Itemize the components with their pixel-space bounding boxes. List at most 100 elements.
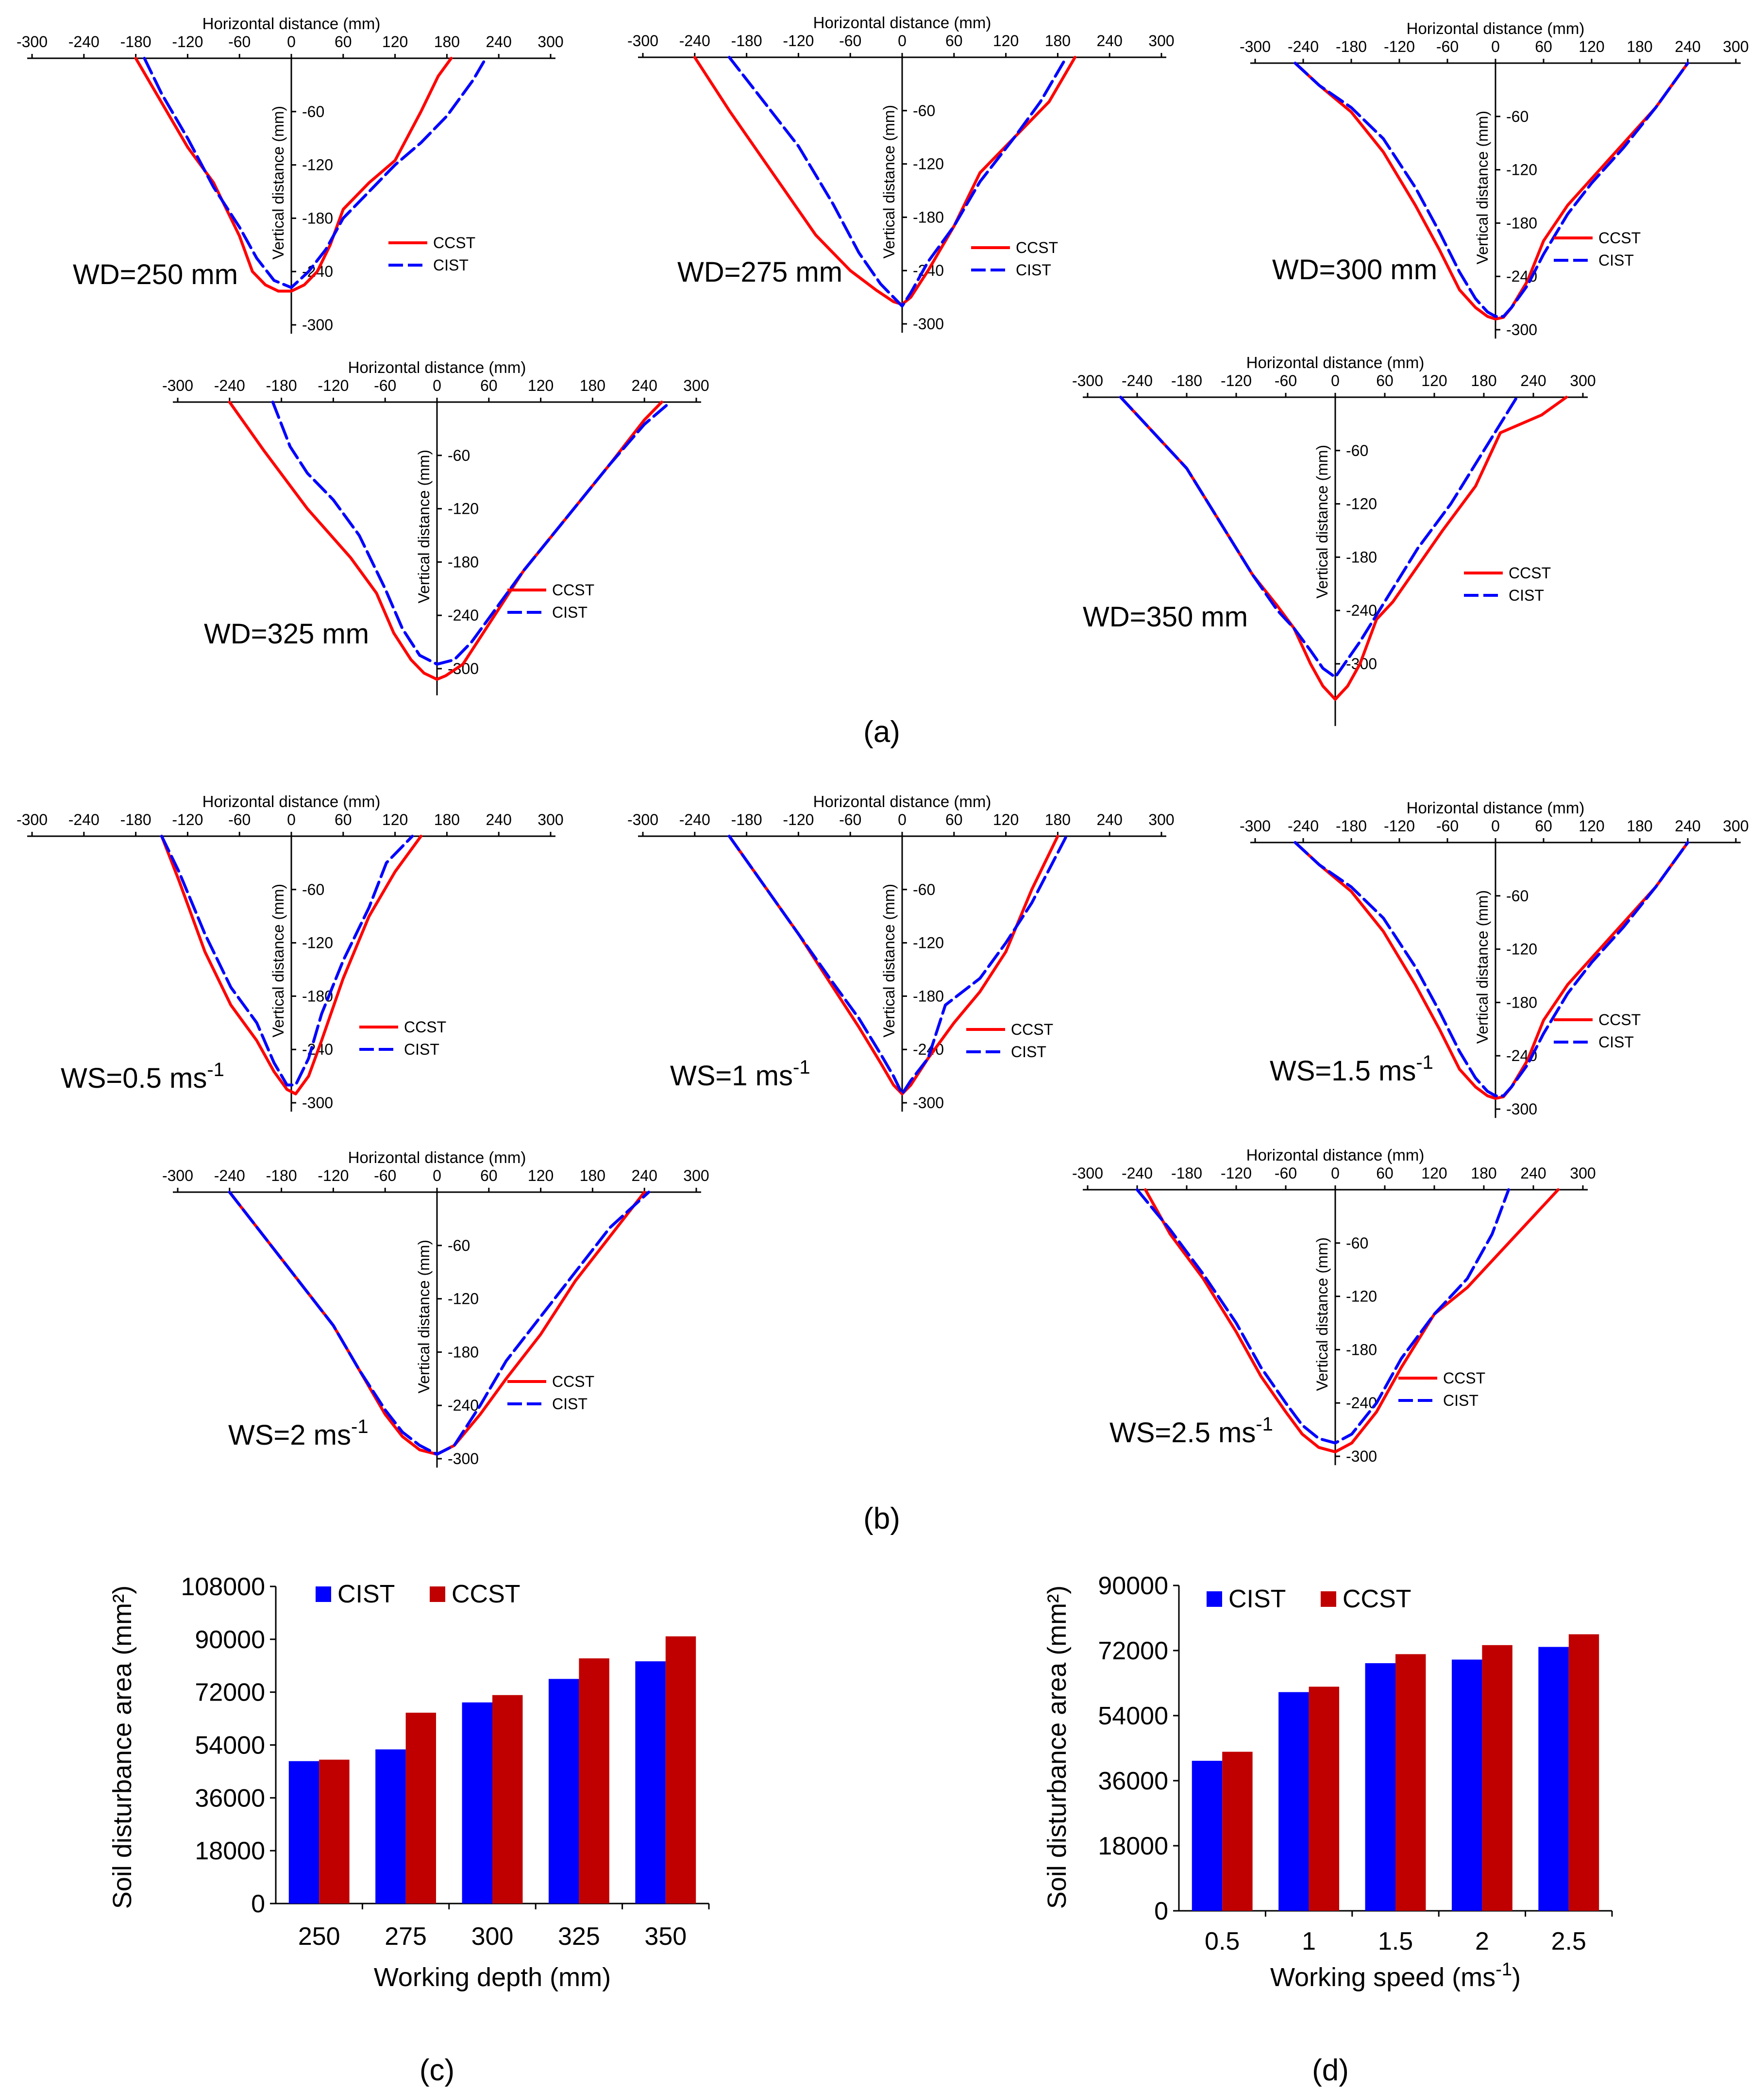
legend-cist-label: CIST <box>433 256 469 274</box>
x-tick-label: 180 <box>1045 811 1071 828</box>
x-tick-label: -120 <box>318 1167 349 1184</box>
legend-ccst-label: CCST <box>1343 1585 1411 1613</box>
x-tick-label: -300 <box>627 811 658 828</box>
x-tick-label: -60 <box>1275 372 1297 389</box>
y-tick-label: -60 <box>302 881 324 898</box>
x-tick-label: 0 <box>898 32 907 50</box>
x-axis-title: Horizontal distance (mm) <box>1246 1146 1425 1164</box>
bar-ccst-2 <box>1482 1645 1512 1911</box>
y-tick-label: -60 <box>302 103 324 120</box>
x-tick-label: -180 <box>1336 38 1367 55</box>
x-tick-label: 180 <box>434 811 460 828</box>
x-tick-label: 300 <box>1570 1164 1596 1182</box>
profile-chart-wd325: -300 -240 -180 -120 -60 0 60 120 180 240 300 Horizo… <box>162 358 709 695</box>
x-tick-label: 180 <box>1471 372 1496 389</box>
x-tick-label: 2 <box>1475 1927 1489 1955</box>
y-tick-label: 90000 <box>1098 1572 1168 1600</box>
profile-chart-ws15: -300 -240 -180 -120 -60 0 60 120 180 240 300 Horizo… <box>1240 799 1749 1118</box>
x-tick-label: 240 <box>632 1167 657 1184</box>
legend-ccst-swatch <box>1321 1591 1336 1607</box>
x-tick-label: 325 <box>558 1922 600 1951</box>
y-tick-label: 90000 <box>195 1626 265 1654</box>
y-tick-label: -180 <box>1506 994 1537 1011</box>
y-axis-title: Vertical distance (mm) <box>269 884 287 1038</box>
x-tick-label: -240 <box>68 811 100 828</box>
x-tick-label: 275 <box>385 1922 427 1951</box>
x-tick-label: -120 <box>783 811 814 828</box>
y-tick-label: -180 <box>913 208 944 226</box>
x-tick-label: 60 <box>1376 372 1394 389</box>
x-tick-label: 300 <box>538 33 563 51</box>
x-tick-label: -120 <box>1384 817 1415 835</box>
panel-label: WS=2 ms-1 <box>228 1416 369 1451</box>
x-tick-label: 240 <box>1675 817 1700 835</box>
bar-ccst-1 <box>1309 1686 1340 1911</box>
panel-label: WS=0.5 ms-1 <box>61 1059 224 1094</box>
x-tick-label: -240 <box>1122 372 1153 389</box>
y-tick-label: -120 <box>448 500 479 518</box>
profile-chart-ws05: -300 -240 -180 -120 -60 0 60 120 180 240 300 Horizo… <box>17 792 564 1112</box>
y-axis-title: Vertical distance (mm) <box>1313 1237 1331 1391</box>
x-tick-label: -240 <box>1122 1164 1153 1182</box>
x-tick-label: -120 <box>172 811 203 828</box>
x-tick-label: 0 <box>1331 1164 1340 1182</box>
series-cist-line <box>160 835 414 1087</box>
profile-chart-wd275: -300 -240 -180 -120 -60 0 60 120 180 240 300 Horizo… <box>627 14 1175 333</box>
y-tick-label: -180 <box>448 553 479 571</box>
profile-chart-ws2: -300 -240 -180 -120 -60 0 60 120 180 240 300 Horizo… <box>162 1148 709 1468</box>
x-tick-label: 0 <box>1491 38 1500 55</box>
x-tick-label: 0 <box>898 811 907 828</box>
x-tick-label: 120 <box>993 811 1019 828</box>
y-axis-title: Vertical distance (mm) <box>1474 111 1491 265</box>
x-tick-label: 180 <box>434 33 460 51</box>
legend-cist-label: CIST <box>1443 1392 1478 1409</box>
x-tick-label: -60 <box>228 811 251 828</box>
x-tick-label: -120 <box>172 33 203 51</box>
x-tick-label: -300 <box>1240 38 1271 55</box>
x-tick-label: -180 <box>731 811 762 828</box>
series-cist-line <box>143 57 487 289</box>
series-cist-line <box>728 835 1068 1096</box>
y-tick-label: -300 <box>448 1450 479 1467</box>
series-ccst-line <box>160 835 422 1096</box>
y-tick-label: -180 <box>913 987 944 1005</box>
x-tick-label: 60 <box>480 377 498 394</box>
x-tick-label: -300 <box>1072 372 1103 389</box>
legend-ccst-label: CCST <box>552 1373 594 1390</box>
x-tick-label: -180 <box>1171 372 1202 389</box>
x-tick-label: -120 <box>783 32 814 50</box>
panel-label: WS=1 ms-1 <box>670 1057 810 1092</box>
x-tick-label: 180 <box>580 1167 605 1184</box>
y-tick-label: -60 <box>913 102 935 119</box>
legend-cist-label: CIST <box>552 1395 588 1413</box>
x-tick-label: 0.5 <box>1205 1927 1240 1955</box>
x-tick-label: -180 <box>1171 1164 1202 1182</box>
x-tick-label: 60 <box>480 1167 498 1184</box>
x-tick-label: 300 <box>1148 811 1174 828</box>
y-tick-label: -240 <box>1346 602 1377 619</box>
x-tick-label: 0 <box>433 1167 441 1184</box>
y-tick-label: 36000 <box>195 1784 265 1812</box>
y-tick-label: -120 <box>302 934 333 952</box>
y-tick-label: -300 <box>302 316 333 334</box>
bar-cist-2.5 <box>1538 1647 1569 1911</box>
x-tick-label: -300 <box>627 32 658 50</box>
legend-ccst-label: CCST <box>552 581 594 599</box>
x-tick-label: -240 <box>68 33 100 51</box>
x-tick-label: 300 <box>683 377 709 394</box>
y-tick-label: -60 <box>448 1237 470 1254</box>
x-tick-label: -240 <box>1288 817 1319 835</box>
y-tick-label: -180 <box>448 1343 479 1361</box>
y-tick-label: -240 <box>448 1397 479 1414</box>
series-cist-line <box>1136 1188 1510 1445</box>
series-ccst-line <box>1294 841 1689 1100</box>
legend-cist-label: CIST <box>404 1041 439 1058</box>
legend-cist-label: CIST <box>1598 1033 1634 1051</box>
y-tick-label: -60 <box>1506 108 1529 125</box>
x-tick-label: -300 <box>1072 1164 1103 1182</box>
x-tick-label: -180 <box>1336 817 1367 835</box>
x-axis-title: Horizontal distance (mm) <box>202 792 381 810</box>
x-tick-label: -240 <box>679 811 710 828</box>
x-tick-label: 180 <box>1627 38 1652 55</box>
